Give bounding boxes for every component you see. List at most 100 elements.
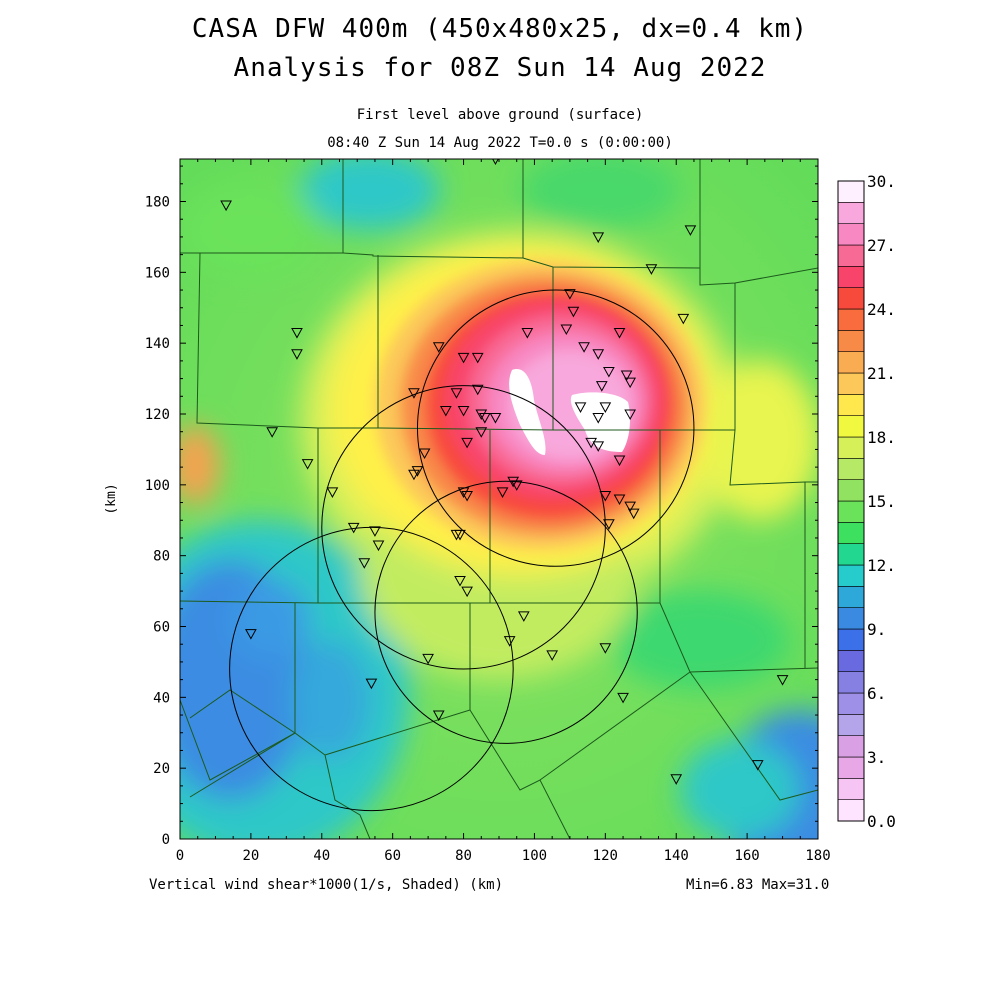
y-tick-label: 40 — [153, 690, 170, 706]
station-marker — [489, 413, 502, 424]
x-tick-label: 120 — [593, 848, 618, 864]
station-marker — [645, 264, 658, 275]
colorbar-swatch — [837, 799, 865, 822]
station-marker — [521, 328, 534, 339]
station-marker — [439, 405, 452, 417]
station-marker — [574, 402, 587, 413]
station-marker — [454, 529, 466, 541]
colorbar-swatch — [837, 714, 865, 736]
colorbar-swatch — [837, 330, 865, 352]
station-marker — [564, 289, 576, 300]
x-tick-label: 80 — [455, 848, 472, 864]
colorbar-label: 9. — [867, 620, 886, 639]
y-tick-label: 160 — [145, 265, 170, 281]
colorbar-swatch — [837, 287, 865, 310]
colorbar-swatch — [837, 650, 865, 672]
station-marker — [595, 381, 608, 392]
station-marker — [624, 377, 636, 389]
x-tick-label: 100 — [522, 848, 547, 864]
station-marker — [592, 413, 605, 424]
station-marker — [326, 487, 339, 498]
station-marker — [627, 508, 640, 520]
y-tick-label: 0 — [162, 832, 170, 848]
range-ring — [416, 289, 695, 567]
colorbar-label: 3. — [867, 748, 886, 767]
station-marker — [450, 388, 463, 399]
x-tick-label: 20 — [242, 848, 259, 864]
station-marker — [454, 575, 466, 587]
station-marker — [408, 388, 420, 399]
colorbar-swatch — [837, 180, 865, 203]
station-marker — [751, 760, 764, 771]
station-marker — [471, 352, 484, 364]
x-tick-label: 0 — [176, 848, 184, 864]
station-marker — [599, 402, 612, 413]
colorbar-swatch — [837, 735, 865, 758]
station-marker — [776, 675, 789, 686]
colorbar-swatch — [837, 266, 865, 288]
colorbar-swatch — [837, 458, 865, 480]
station-marker — [617, 692, 629, 704]
colorbar-label: 27. — [867, 236, 896, 255]
colorbar-swatch — [837, 607, 865, 630]
colorbar-swatch — [837, 244, 865, 267]
station-marker — [546, 650, 559, 661]
station-marker — [245, 629, 257, 640]
station-marker — [517, 611, 530, 622]
station-marker — [457, 352, 470, 364]
station-marker — [592, 349, 605, 360]
colorbar-swatch — [837, 522, 865, 544]
station-marker — [369, 526, 381, 537]
colorbar-label: 21. — [867, 364, 896, 383]
station-marker — [418, 448, 431, 459]
x-tick-label: 160 — [734, 848, 759, 864]
station-marker — [422, 653, 434, 665]
y-tick-label: 100 — [145, 478, 170, 494]
station-marker — [220, 200, 232, 212]
station-marker — [432, 710, 445, 722]
y-tick-label: 20 — [153, 761, 170, 777]
station-marker — [291, 349, 303, 360]
chart-title: CASA DFW 400m (450x480x25, dx=0.4 km) — [191, 14, 809, 44]
colorbar-swatch — [837, 628, 865, 651]
station-marker — [567, 306, 580, 318]
colorbar-swatch — [837, 202, 865, 224]
station-marker — [503, 636, 516, 647]
station-marker — [475, 409, 488, 421]
colorbar-label: 30. — [867, 172, 896, 191]
x-tick-label: 140 — [664, 848, 689, 864]
level-label: First level above ground (surface) — [356, 107, 644, 123]
station-marker — [457, 405, 470, 417]
colorbar-swatch — [837, 692, 865, 715]
station-marker — [471, 384, 484, 396]
station-marker — [677, 313, 690, 325]
y-axis-label: (km) — [104, 483, 119, 514]
station-marker — [592, 441, 605, 452]
station-marker — [496, 487, 509, 498]
colorbar-label: 15. — [867, 492, 896, 511]
colorbar-swatch — [837, 372, 865, 395]
colorbar-swatch — [837, 394, 865, 416]
station-marker — [599, 490, 612, 502]
station-marker — [624, 409, 636, 421]
station-marker — [613, 494, 626, 506]
station-marker — [684, 225, 697, 236]
field-label: Vertical wind shear*1000(1/s, Shaded) (k… — [149, 877, 504, 893]
station-marker — [560, 324, 573, 336]
x-tick-label: 40 — [313, 848, 330, 864]
station-marker — [507, 476, 520, 488]
station-markers — [220, 159, 789, 785]
station-marker — [461, 490, 473, 502]
colorbar-swatch — [837, 586, 865, 608]
station-marker — [599, 643, 612, 654]
station-marker — [624, 501, 636, 513]
station-marker — [408, 469, 420, 481]
y-tick-label: 180 — [145, 195, 170, 211]
y-tick-label: 80 — [153, 549, 170, 565]
station-marker — [613, 328, 626, 339]
y-tick-label: 120 — [145, 407, 170, 423]
station-marker — [592, 232, 605, 243]
y-axis: 0 20 40 60 80 100 120 140 160 180 — [145, 165, 818, 848]
station-marker — [291, 328, 303, 339]
